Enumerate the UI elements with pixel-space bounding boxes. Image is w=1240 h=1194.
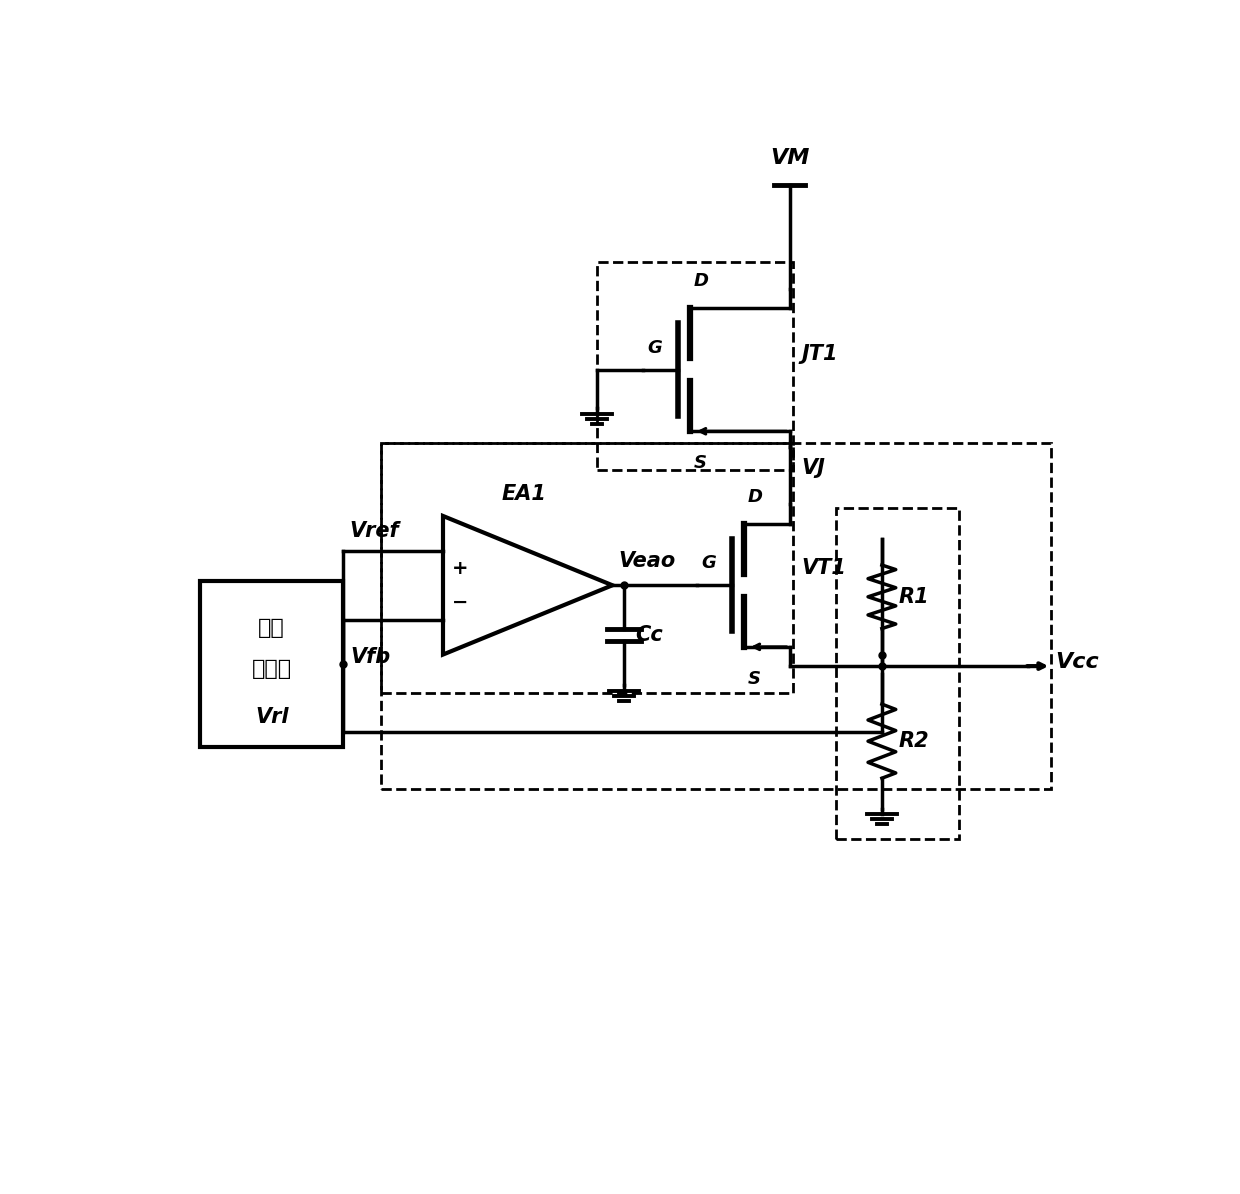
Text: D: D — [748, 488, 763, 506]
Text: S: S — [694, 454, 707, 472]
Text: +: + — [451, 559, 469, 578]
Text: Veao: Veao — [619, 552, 676, 572]
Text: 基准: 基准 — [258, 617, 285, 638]
Text: VM: VM — [770, 148, 810, 168]
Text: R2: R2 — [899, 731, 930, 751]
Text: Vcc: Vcc — [1055, 652, 1099, 672]
Text: EA1: EA1 — [502, 485, 547, 504]
Text: R1: R1 — [899, 586, 930, 607]
Bar — [382, 443, 1052, 789]
Text: S: S — [748, 670, 761, 688]
Text: Cc: Cc — [635, 626, 663, 645]
Text: 电压源: 电压源 — [252, 659, 291, 679]
Text: G: G — [647, 339, 662, 357]
Text: JT1: JT1 — [801, 344, 837, 364]
Bar — [596, 261, 794, 469]
Text: VT1: VT1 — [801, 558, 846, 578]
Text: Vfb: Vfb — [351, 647, 391, 667]
Text: D: D — [694, 272, 709, 290]
Text: G: G — [701, 554, 715, 572]
Bar — [836, 509, 959, 839]
Bar — [382, 443, 794, 693]
Text: Vref: Vref — [350, 522, 399, 541]
Bar — [201, 581, 343, 747]
Text: Vrl: Vrl — [255, 707, 289, 727]
Text: VJ: VJ — [801, 457, 825, 478]
Text: −: − — [451, 592, 469, 611]
